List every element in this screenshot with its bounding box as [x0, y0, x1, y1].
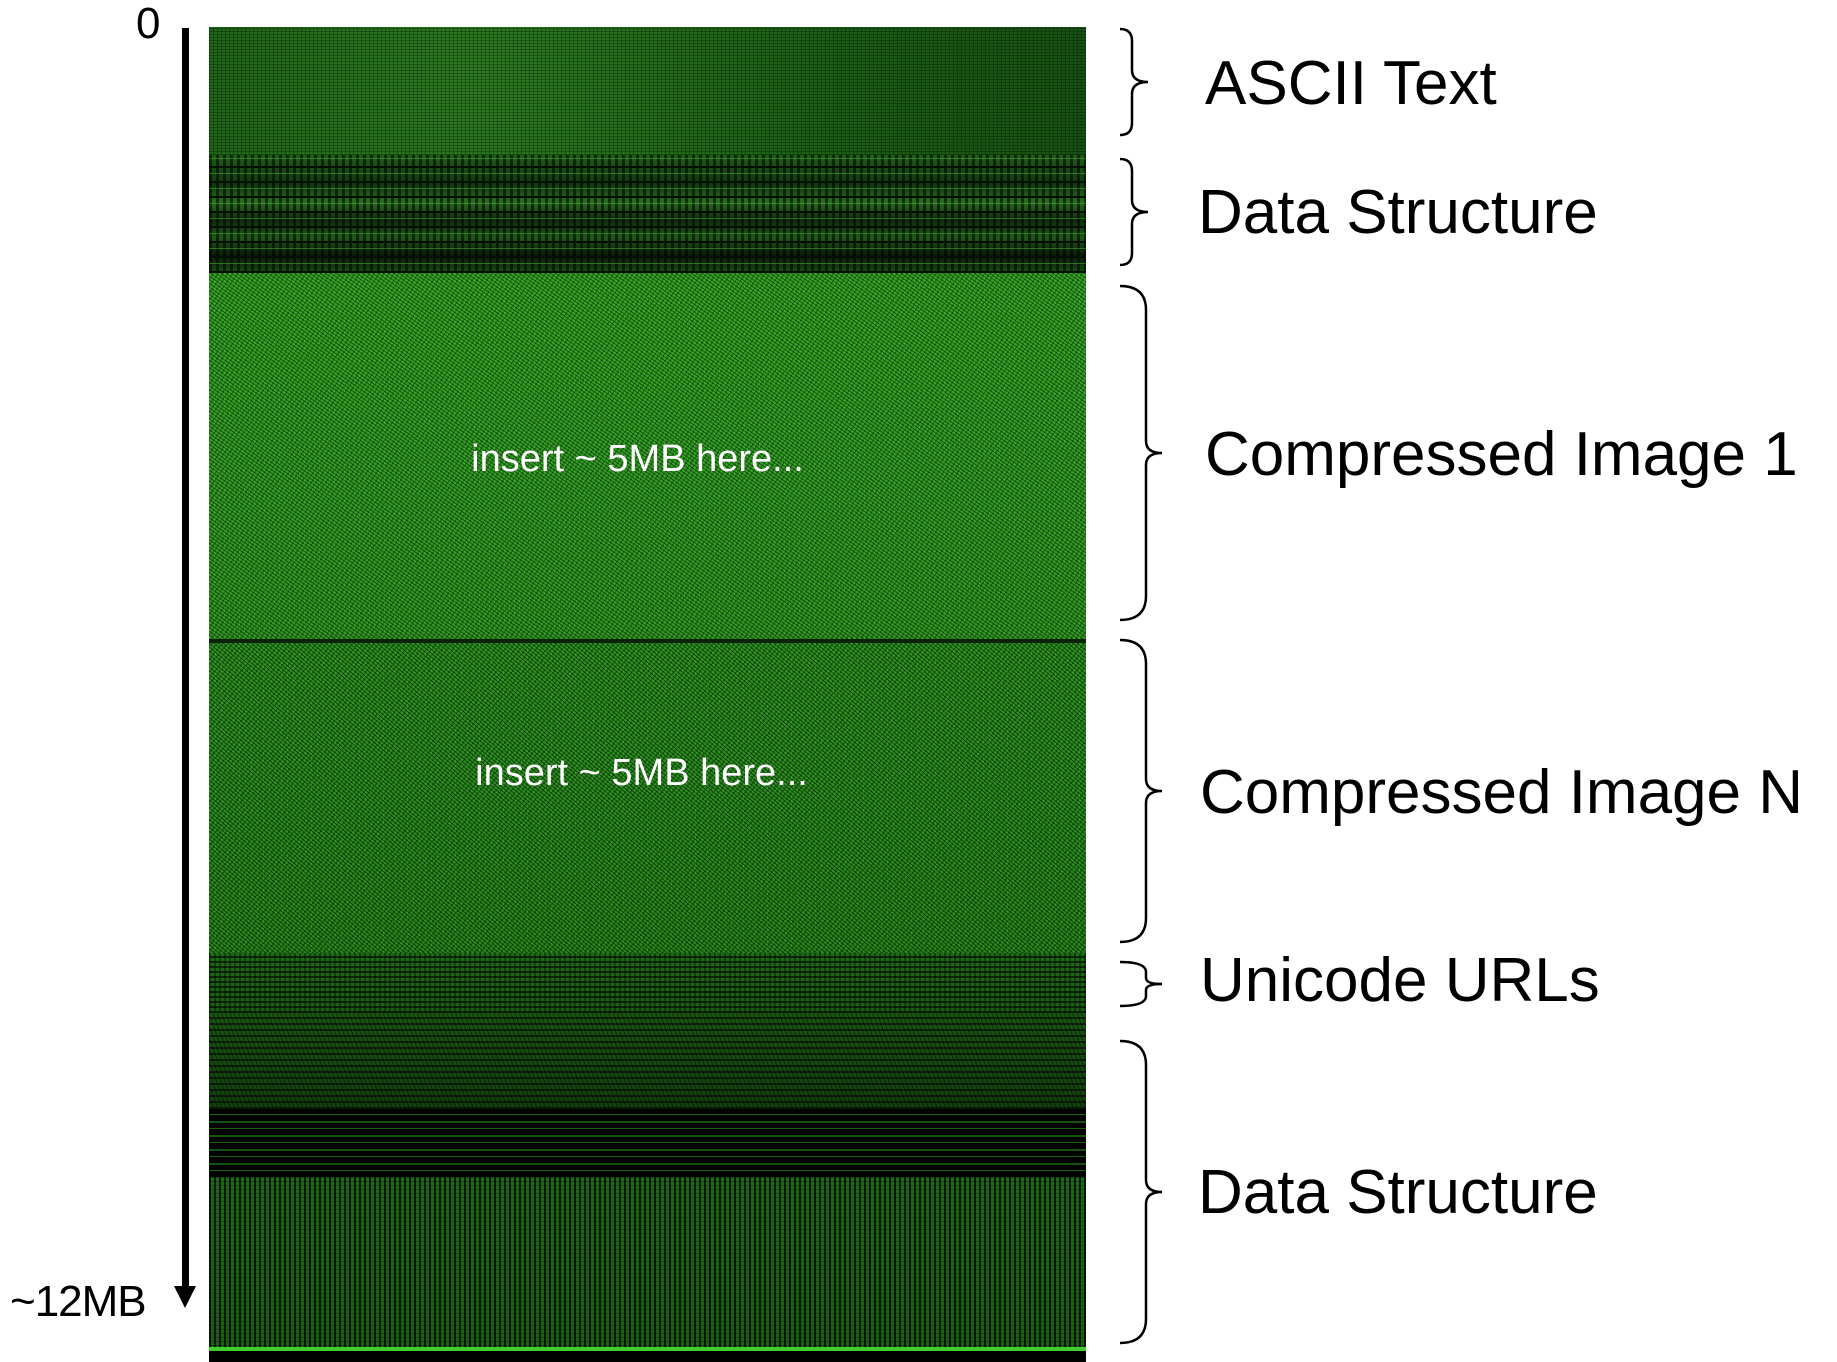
band-ascii-text	[209, 27, 1086, 155]
region-label-compressed-image-1: Compressed Image 1	[1205, 420, 1798, 489]
band-bottom-highlight	[209, 1347, 1086, 1351]
region-label-unicode-urls: Unicode URLs	[1200, 946, 1600, 1015]
region-label-compressed-image-n: Compressed Image N	[1200, 758, 1804, 827]
insert-note-image-n: insert ~ 5MB here...	[475, 752, 808, 794]
offset-axis-arrowhead	[174, 1286, 196, 1308]
band-data-structure-bottom-upper	[209, 1013, 1086, 1109]
band-data-structure-bottom-lower	[209, 1177, 1086, 1362]
band-end	[209, 1351, 1086, 1362]
region-label-data-structure-bottom: Data Structure	[1198, 1158, 1598, 1227]
brace-data-structure-top	[1119, 157, 1149, 267]
axis-end-label: ~12MB	[10, 1277, 147, 1326]
band-data-structure-top	[209, 155, 1086, 273]
band-unicode-urls	[209, 953, 1086, 1013]
region-label-data-structure-top: Data Structure	[1198, 178, 1598, 247]
brace-compressed-image-n	[1119, 638, 1163, 944]
band-compressed-image-1	[209, 273, 1086, 639]
brace-ascii-text	[1119, 27, 1149, 137]
band-compressed-image-n	[209, 643, 1086, 953]
region-label-ascii-text: ASCII Text	[1205, 49, 1497, 118]
insert-note-image-1: insert ~ 5MB here...	[471, 438, 804, 480]
file-byte-visualization: insert ~ 5MB here... insert ~ 5MB here..…	[209, 27, 1086, 1362]
band-data-structure-bottom-middle	[209, 1109, 1086, 1177]
band-separator	[209, 639, 1086, 643]
brace-compressed-image-1	[1119, 284, 1163, 622]
axis-start-label: 0	[136, 0, 161, 48]
offset-axis-line	[182, 28, 189, 1288]
brace-data-structure-bottom	[1119, 1039, 1163, 1345]
brace-unicode-urls	[1119, 960, 1163, 1008]
